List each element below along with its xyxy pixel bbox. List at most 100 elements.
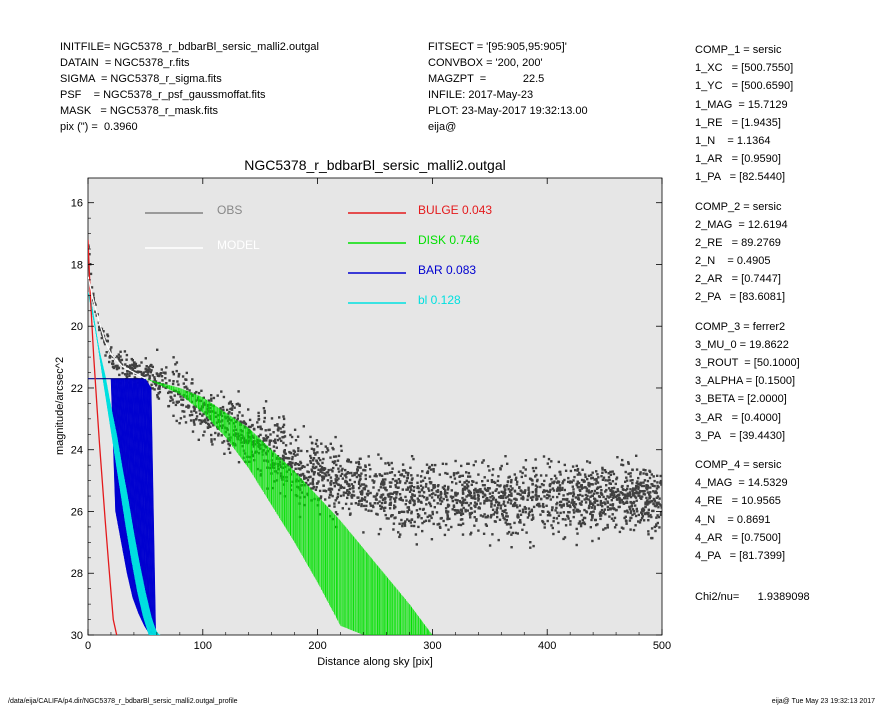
- obs-point: [611, 480, 615, 483]
- obs-point: [342, 494, 345, 497]
- obs-point: [356, 496, 359, 499]
- obs-point: [548, 490, 551, 494]
- obs-point: [92, 296, 95, 300]
- obs-point: [379, 496, 383, 499]
- obs-point: [637, 482, 640, 486]
- obs-point: [381, 478, 385, 481]
- obs-point: [649, 501, 652, 504]
- obs-point: [357, 482, 361, 485]
- obs-point: [651, 484, 655, 487]
- obs-point: [469, 502, 472, 505]
- obs-point: [437, 496, 440, 499]
- obs-point: [430, 489, 434, 492]
- obs-point: [511, 504, 515, 508]
- obs-point: [345, 476, 348, 479]
- obs-point: [461, 474, 464, 477]
- obs-point: [337, 454, 341, 458]
- obs-point: [503, 486, 506, 489]
- obs-point: [647, 530, 650, 533]
- obs-point: [572, 493, 576, 496]
- component-param-line: 4_MAG = 14.5329: [695, 477, 788, 490]
- obs-point: [585, 511, 589, 514]
- obs-point: [181, 403, 185, 407]
- obs-point: [214, 431, 217, 435]
- obs-point: [367, 492, 370, 495]
- obs-point: [321, 471, 324, 474]
- obs-point: [502, 516, 505, 519]
- obs-point: [558, 486, 561, 490]
- obs-point: [609, 482, 612, 485]
- obs-point: [438, 522, 441, 526]
- obs-point: [614, 490, 618, 494]
- obs-point: [420, 501, 423, 504]
- obs-point: [507, 530, 511, 534]
- obs-point: [103, 342, 107, 346]
- obs-point: [532, 469, 536, 473]
- obs-point: [92, 292, 95, 295]
- obs-point: [524, 474, 527, 477]
- obs-point: [106, 333, 109, 336]
- obs-point: [410, 481, 413, 485]
- obs-point: [583, 508, 586, 512]
- obs-point: [604, 470, 608, 474]
- obs-point: [336, 479, 339, 482]
- obs-point: [636, 510, 639, 513]
- obs-point: [394, 485, 398, 489]
- component-param-line: 2_RE = 89.2769: [695, 236, 781, 249]
- obs-point: [485, 524, 488, 527]
- obs-point: [262, 407, 266, 410]
- obs-point: [593, 497, 596, 500]
- obs-point: [170, 391, 173, 394]
- obs-point: [389, 503, 392, 506]
- obs-point: [591, 494, 594, 497]
- obs-point: [523, 491, 526, 494]
- obs-point: [475, 490, 479, 494]
- obs-point: [328, 504, 331, 507]
- obs-point: [583, 516, 587, 520]
- obs-point: [365, 504, 368, 508]
- obs-point: [259, 469, 262, 472]
- obs-point: [223, 452, 226, 455]
- obs-point: [385, 517, 388, 520]
- obs-point: [613, 526, 617, 529]
- obs-point: [257, 418, 260, 421]
- obs-point: [470, 511, 474, 515]
- bl-mark: [131, 520, 136, 581]
- obs-point: [256, 421, 259, 424]
- obs-point: [481, 480, 484, 483]
- obs-point: [577, 481, 581, 485]
- obs-point: [335, 497, 339, 500]
- obs-point: [639, 518, 642, 522]
- obs-point: [159, 372, 162, 375]
- obs-point: [443, 533, 447, 537]
- x-axis-label: Distance along sky [pix]: [317, 656, 433, 668]
- obs-point: [545, 474, 548, 477]
- obs-point: [221, 405, 225, 409]
- obs-point: [237, 390, 240, 393]
- obs-point: [344, 491, 347, 495]
- obs-point: [405, 488, 408, 491]
- bl-mark: [143, 581, 148, 629]
- obs-point: [213, 438, 216, 441]
- obs-point: [263, 409, 266, 413]
- obs-point: [443, 484, 446, 488]
- obs-point: [390, 514, 393, 517]
- obs-point: [424, 485, 428, 488]
- obs-point: [317, 480, 320, 483]
- obs-point: [477, 529, 480, 532]
- obs-point: [589, 526, 592, 529]
- obs-point: [416, 497, 419, 500]
- legend-label: OBS: [217, 203, 242, 217]
- obs-point: [339, 494, 343, 498]
- obs-point: [626, 492, 629, 495]
- obs-point: [579, 489, 582, 493]
- obs-point: [652, 475, 655, 478]
- obs-point: [460, 504, 464, 507]
- legend-label: BAR 0.083: [418, 263, 476, 277]
- obs-point: [177, 383, 180, 386]
- obs-point: [506, 522, 510, 526]
- obs-point: [294, 462, 297, 465]
- bar-mark: [125, 378, 132, 590]
- obs-point: [421, 494, 424, 498]
- obs-point: [567, 500, 570, 503]
